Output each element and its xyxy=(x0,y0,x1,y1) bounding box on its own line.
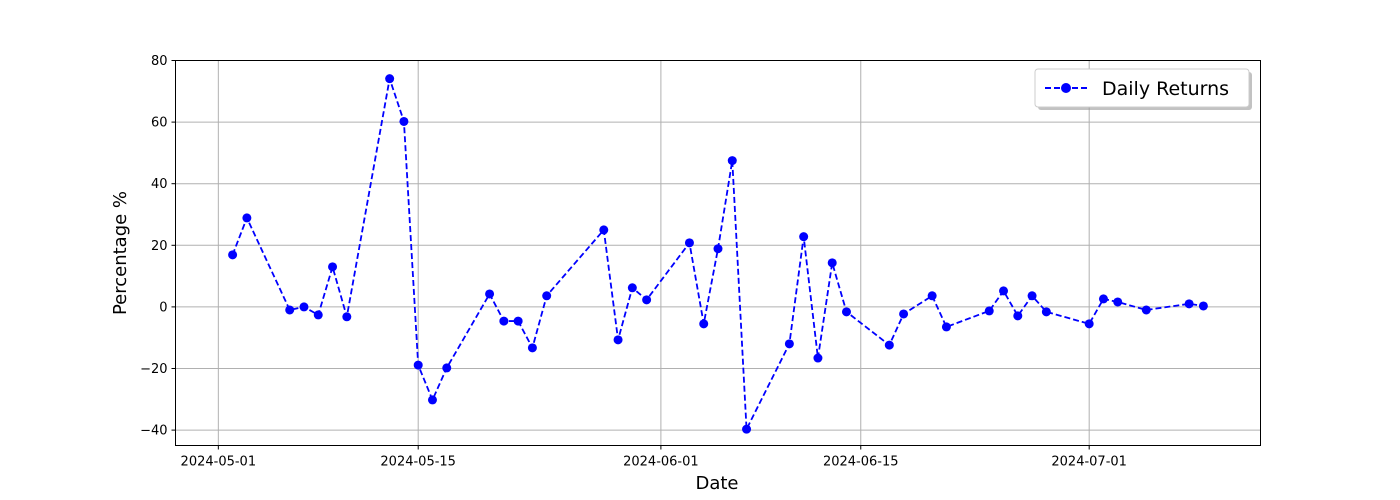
data-point xyxy=(1184,299,1194,309)
data-point xyxy=(542,291,552,301)
data-point xyxy=(727,156,737,166)
data-point xyxy=(1084,319,1094,329)
data-point xyxy=(527,343,537,353)
data-point xyxy=(927,291,937,301)
data-point xyxy=(1098,294,1108,304)
x-tick-label: 2024-06-01 xyxy=(623,455,699,470)
data-point xyxy=(299,302,309,312)
y-tick-label: −20 xyxy=(140,362,167,377)
data-point xyxy=(599,225,609,235)
y-axis-label: Percentage % xyxy=(110,191,131,315)
data-point xyxy=(1113,297,1123,307)
data-point xyxy=(627,283,637,293)
data-point xyxy=(499,316,509,326)
legend: Daily Returns xyxy=(1034,68,1252,110)
data-point xyxy=(328,262,338,272)
data-point xyxy=(1041,307,1051,317)
data-point xyxy=(827,258,837,268)
data-point xyxy=(427,395,437,405)
data-point xyxy=(713,244,723,254)
y-tick-label: 20 xyxy=(151,239,168,254)
legend-marker xyxy=(1061,83,1071,93)
data-point xyxy=(313,310,323,320)
series-line xyxy=(231,78,1204,433)
x-tick-label: 2024-05-01 xyxy=(181,455,257,470)
y-tick-label: 0 xyxy=(159,300,167,315)
data-point xyxy=(413,360,423,370)
data-point xyxy=(385,74,395,84)
data-point xyxy=(799,232,809,242)
data-point xyxy=(242,213,252,223)
data-point xyxy=(813,353,823,363)
series-daily-returns xyxy=(228,74,1208,434)
data-point xyxy=(399,116,409,126)
axis-ticks: 2024-05-01 2024-05-15 2024-06-01 2024-06-15… xyxy=(140,54,1127,470)
data-point xyxy=(784,339,794,349)
y-tick-label: 80 xyxy=(151,54,168,69)
data-point xyxy=(513,316,523,326)
y-tick-label: −40 xyxy=(140,424,167,439)
data-point xyxy=(984,306,994,316)
x-axis-label: Date xyxy=(695,473,738,494)
data-point xyxy=(1027,291,1037,301)
data-point xyxy=(941,322,951,332)
data-point xyxy=(285,305,295,315)
data-point xyxy=(1141,305,1151,315)
data-point xyxy=(342,312,352,322)
data-point xyxy=(613,335,623,345)
plot-frame xyxy=(175,60,1261,446)
data-point xyxy=(684,238,694,248)
data-point xyxy=(742,424,752,434)
data-point xyxy=(642,295,652,305)
data-point xyxy=(485,289,495,299)
data-point xyxy=(999,286,1009,296)
y-tick-label: 40 xyxy=(151,177,168,192)
x-tick-label: 2024-07-01 xyxy=(1051,455,1127,470)
data-point xyxy=(1198,301,1208,311)
data-point xyxy=(228,250,238,260)
legend-label: Daily Returns xyxy=(1102,78,1229,100)
data-point xyxy=(1013,311,1023,321)
data-point xyxy=(899,309,909,319)
data-point xyxy=(884,340,894,350)
y-tick-label: 60 xyxy=(151,116,168,131)
data-point xyxy=(699,319,709,329)
data-point xyxy=(442,363,452,373)
x-tick-label: 2024-06-15 xyxy=(823,455,899,470)
x-tick-label: 2024-05-15 xyxy=(380,455,456,470)
data-point xyxy=(841,307,851,317)
